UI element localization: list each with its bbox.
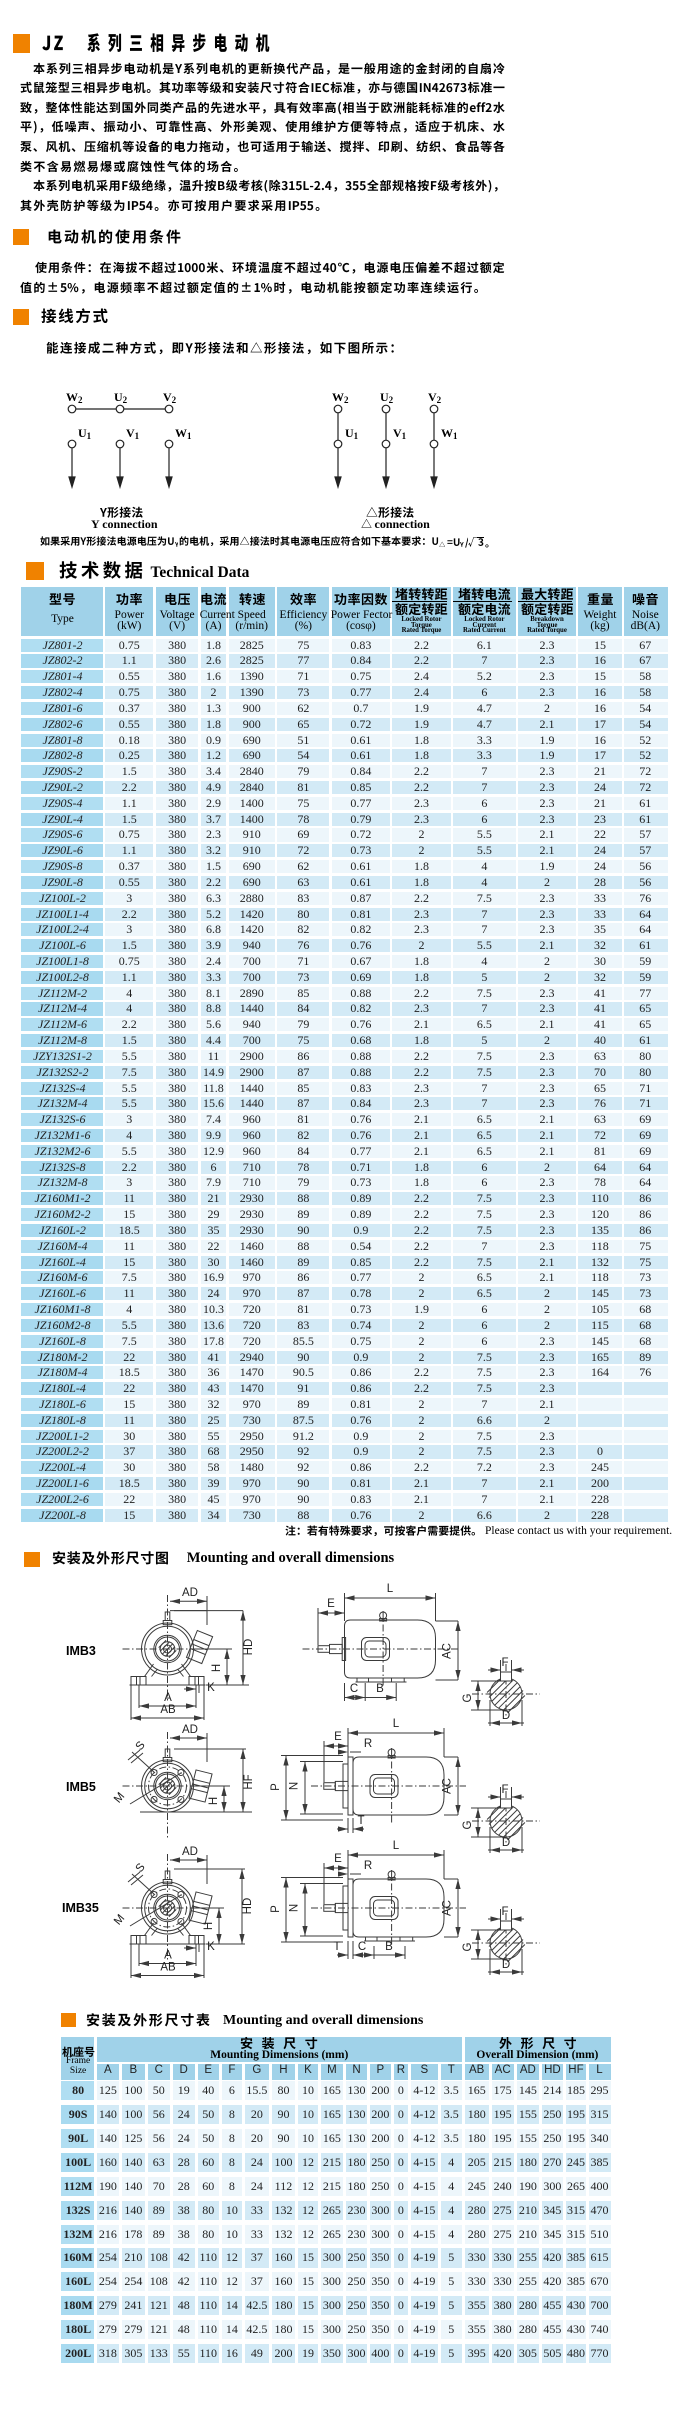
svg-text:N: N: [289, 1782, 301, 1790]
svg-text:H: H: [208, 1797, 220, 1805]
svg-text:F: F: [501, 1657, 508, 1669]
svg-text:N: N: [289, 1904, 301, 1912]
svg-text:C: C: [350, 1683, 358, 1695]
svg-text:T: T: [357, 1815, 364, 1827]
svg-text:M: M: [112, 1791, 127, 1806]
svg-text:H: H: [203, 1922, 215, 1930]
svg-text:C: C: [358, 1941, 366, 1953]
svg-text:L: L: [393, 1718, 400, 1730]
svg-text:R: R: [364, 1860, 372, 1872]
svg-text:D: D: [502, 1959, 510, 1971]
svg-text:T: T: [333, 1941, 340, 1953]
svg-text:D: D: [502, 1710, 510, 1722]
svg-text:L: L: [393, 1840, 400, 1852]
svg-text:M: M: [112, 1913, 127, 1928]
svg-text:A: A: [164, 1950, 172, 1962]
svg-text:G: G: [462, 1693, 474, 1702]
svg-text:HD: HD: [243, 1639, 255, 1656]
svg-text:B: B: [376, 1683, 384, 1695]
svg-text:G: G: [462, 1942, 474, 1951]
svg-text:B: B: [385, 1941, 393, 1953]
svg-text:AB: AB: [160, 1962, 176, 1974]
svg-text:H: H: [211, 1664, 223, 1672]
svg-text:K: K: [207, 1682, 215, 1694]
svg-text:P: P: [270, 1905, 282, 1913]
svg-text:F: F: [501, 1906, 508, 1918]
svg-text:AC: AC: [442, 1778, 454, 1794]
svg-text:E: E: [334, 1731, 342, 1743]
svg-text:AB: AB: [160, 1704, 176, 1716]
svg-text:AD: AD: [182, 1587, 198, 1599]
svg-text:D: D: [502, 1837, 510, 1849]
svg-text:AC: AC: [442, 1643, 454, 1659]
svg-text:E: E: [327, 1598, 335, 1610]
svg-text:HD: HD: [242, 1898, 254, 1915]
svg-text:S: S: [134, 1861, 148, 1875]
svg-text:R: R: [364, 1738, 372, 1750]
svg-text:AC: AC: [442, 1900, 454, 1916]
svg-text:A: A: [164, 1692, 172, 1704]
svg-text:AD: AD: [182, 1846, 198, 1858]
svg-text:AD: AD: [182, 1724, 198, 1736]
svg-text:F: F: [501, 1784, 508, 1796]
svg-text:L: L: [387, 1583, 394, 1595]
svg-text:HF: HF: [243, 1774, 255, 1789]
svg-text:G: G: [462, 1820, 474, 1829]
svg-text:S: S: [134, 1739, 148, 1753]
svg-text:P: P: [270, 1783, 282, 1791]
svg-text:E: E: [334, 1853, 342, 1865]
svg-text:K: K: [207, 1941, 215, 1953]
